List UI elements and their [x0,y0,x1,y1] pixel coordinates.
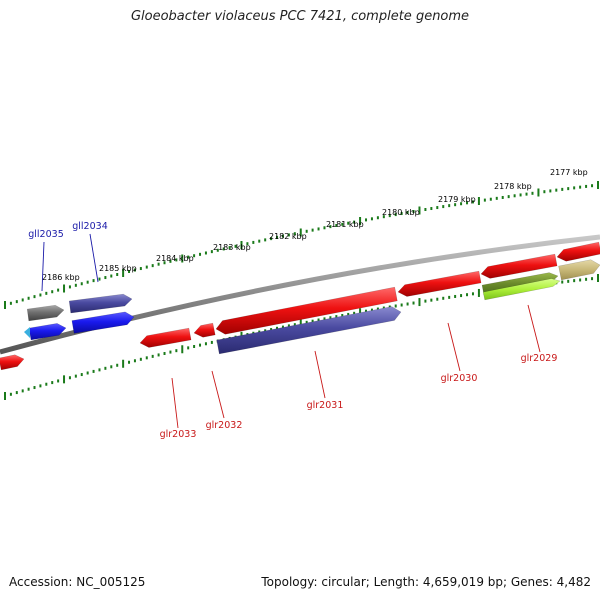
kbp-tick-label: 2180 kbp [382,208,420,217]
callout-line [41,241,45,292]
gene-arrow [397,270,482,297]
callout-line [527,304,541,353]
gene-label-glr2029[interactable]: glr2029 [521,353,558,364]
map-title: Gloeobacter violaceus PCC 7421, complete… [130,9,470,24]
gene-arrow [480,253,558,279]
summary-text: Topology: circular; Length: 4,659,019 bp… [261,575,591,589]
gene-label-glr2031[interactable]: glr2031 [307,400,344,411]
callout-line [314,350,326,399]
gene-arrow [71,311,135,334]
gene-arrow [139,327,192,348]
kbp-tick-labels: 2177 kbp 2178 kbp 2179 kbp 2180 kbp 2181 kbp… [42,168,588,282]
gene-arrow [26,304,65,322]
kbp-tick-label: 2178 kbp [494,182,532,191]
gene-arrow [482,278,561,301]
kbp-tick-label: 2177 kbp [550,168,588,177]
gene-arrow [216,306,402,355]
accession-text: Accession: NC_005125 [9,575,146,589]
gene-arrow [24,327,30,338]
kbp-tick-label: 2184 kbp [156,254,194,263]
gene-label-glr2033[interactable]: glr2033 [160,429,197,440]
gene-arrow [558,259,600,281]
callout-line [89,233,99,283]
kbp-tick-label: 2182 kbp [269,232,307,241]
kbp-tick-label: 2181 kbp [326,220,364,229]
callout-line [447,322,461,372]
gene-arrow [28,323,67,341]
gene-arrow [215,286,398,335]
kbp-tick-label: 2179 kbp [438,195,476,204]
gene-label-gll2034[interactable]: gll2034 [72,221,108,232]
gene-arrow [0,354,25,371]
gene-arrow [68,293,133,314]
gene-label-glr2032[interactable]: glr2032 [206,420,243,431]
callout-line [211,370,225,419]
kbp-tick-label: 2186 kbp [42,273,80,282]
kbp-tick-label: 2185 kbp [99,264,137,273]
gene-label-glr2030[interactable]: glr2030 [441,373,478,384]
upper-tick-track [4,181,599,309]
gene-arrow [193,322,216,338]
kbp-tick-label: 2183 kbp [213,243,251,252]
gene-callouts: gll2035 gll2034 glr2033 glr2032 glr2031 glr20… [28,221,557,440]
callout-line [171,377,179,429]
gene-label-gll2035[interactable]: gll2035 [28,229,64,240]
gene-features [0,241,600,371]
gene-arrow [556,241,600,262]
